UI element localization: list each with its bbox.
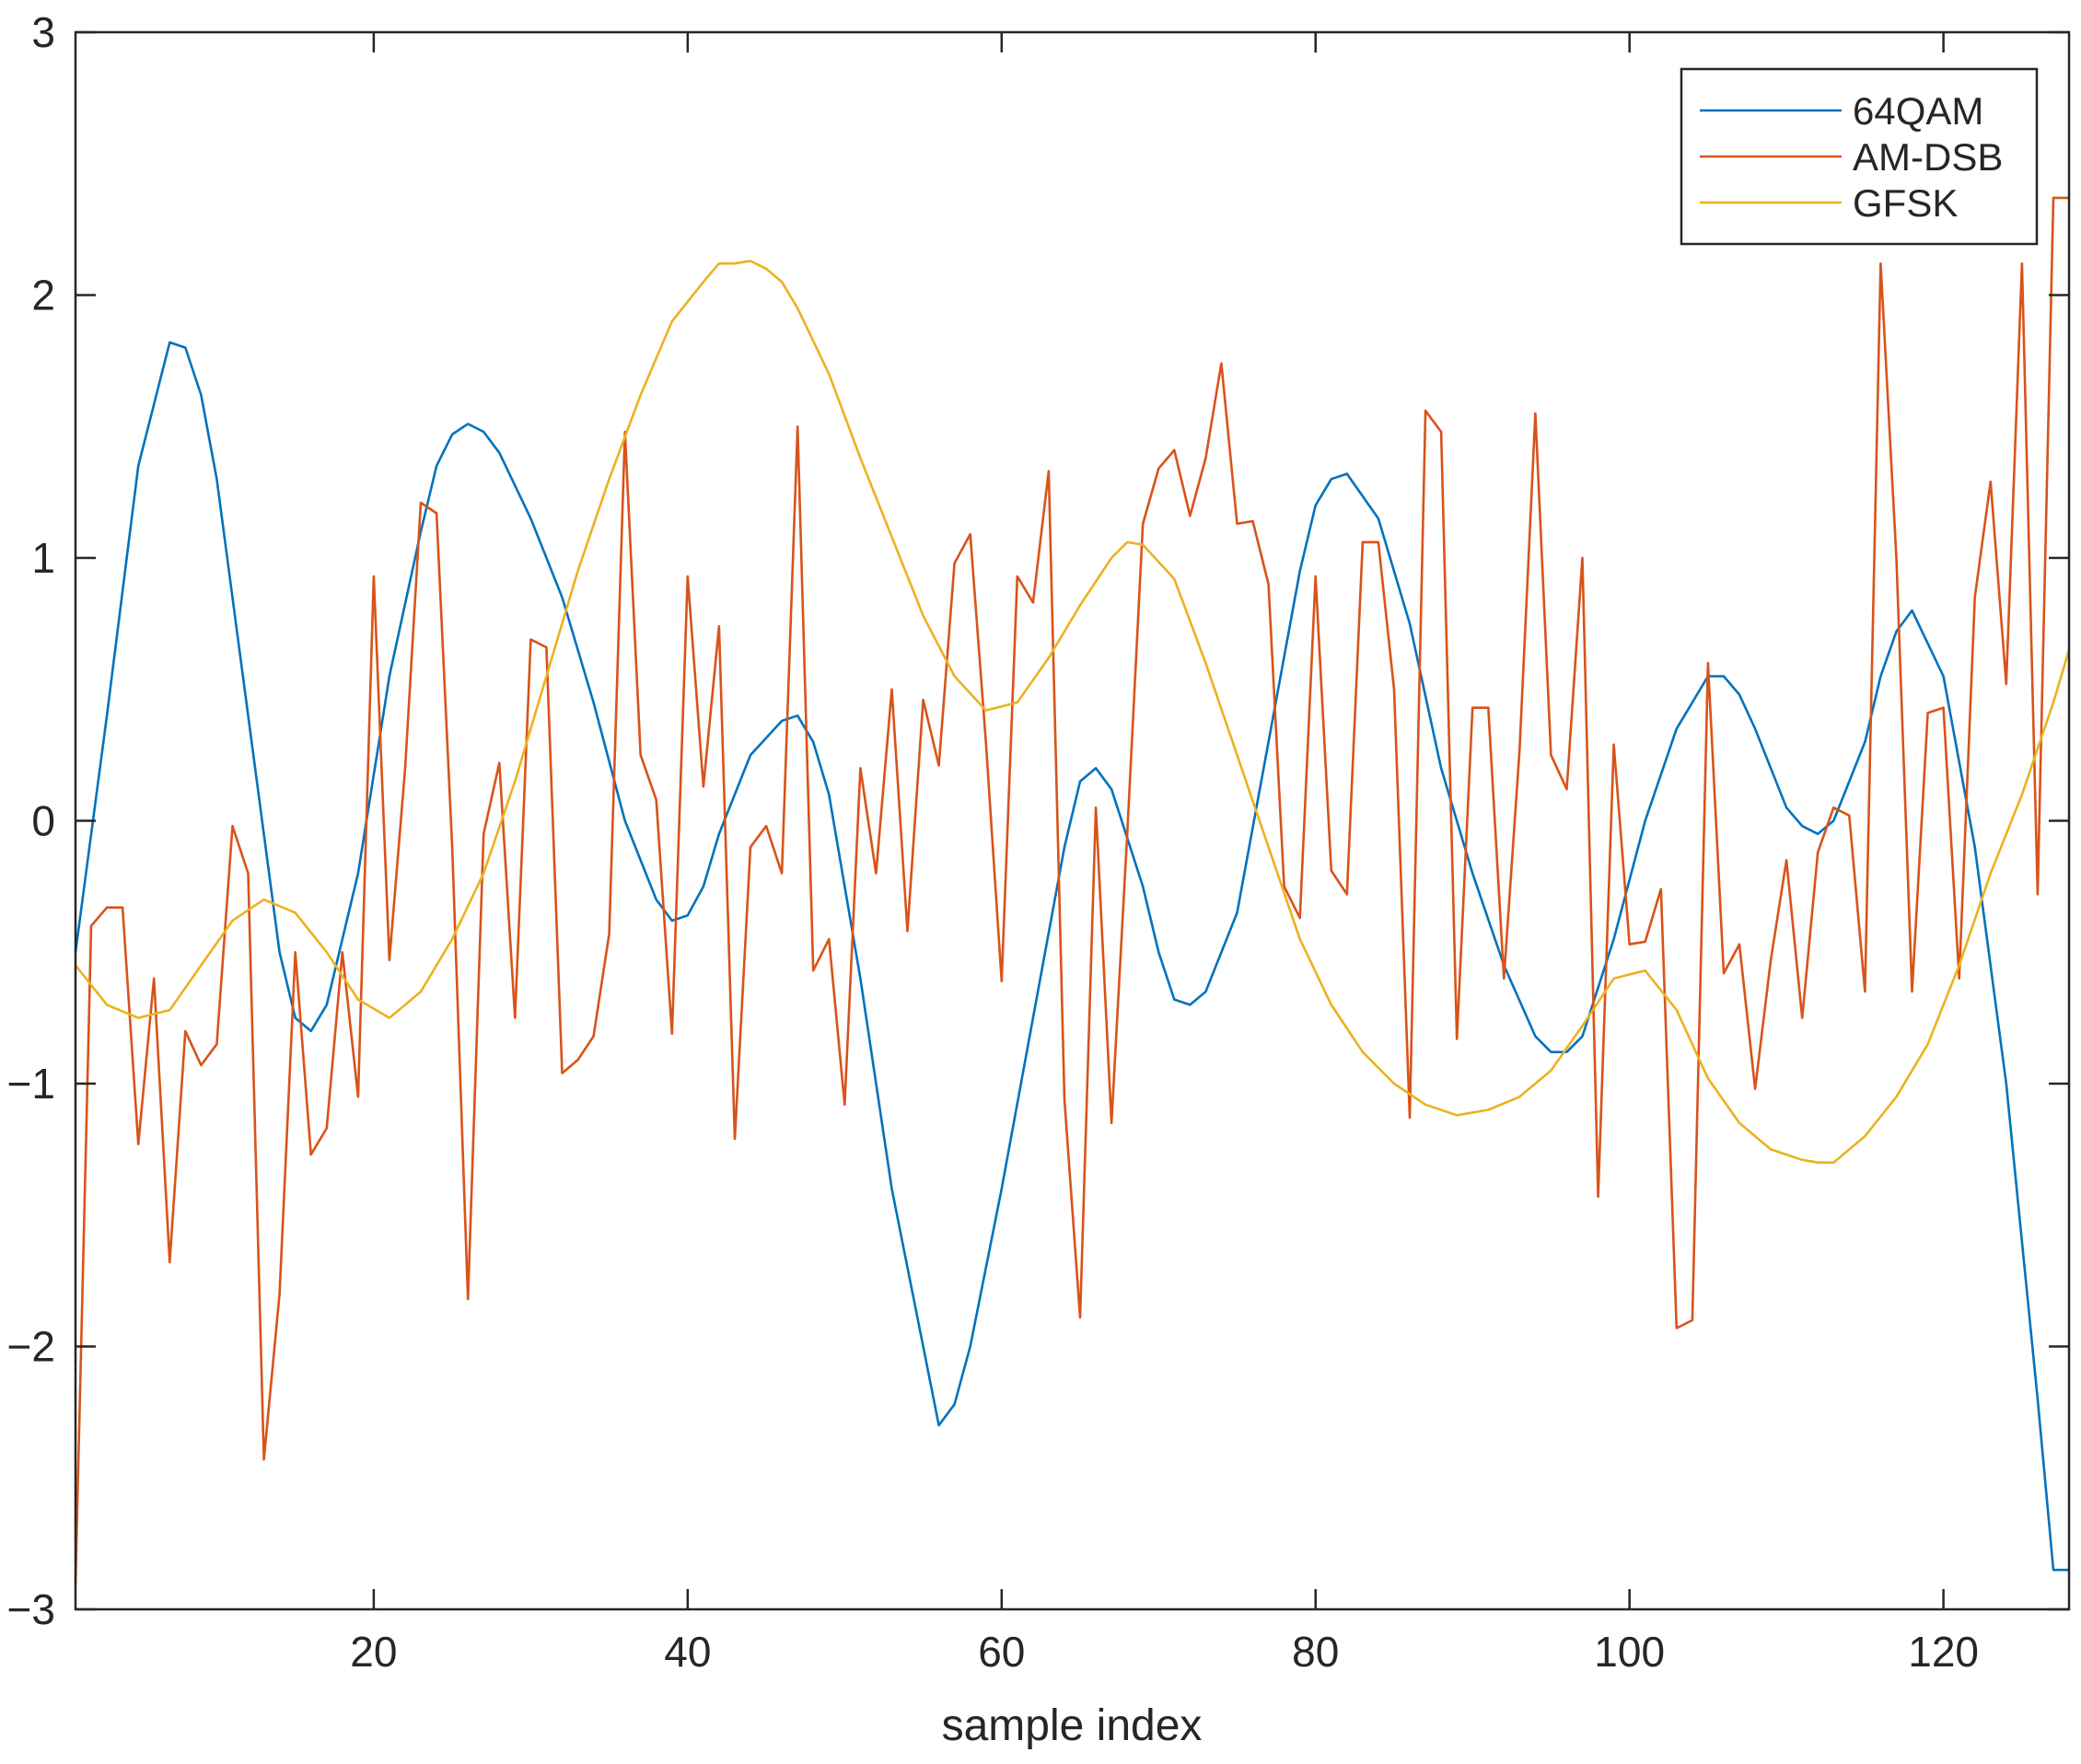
x-tick-label: 40 <box>664 1628 711 1676</box>
x-axis-title: sample index <box>942 1701 1203 1750</box>
legend-label: AM-DSB <box>1853 135 2003 179</box>
series-line-64qam <box>74 341 2069 1572</box>
x-tick-label: 20 <box>350 1628 397 1676</box>
legend-label: 64QAM <box>1853 89 1983 133</box>
x-tick-label: 80 <box>1292 1628 1339 1676</box>
series-line-gfsk <box>74 260 2071 1164</box>
series-line-am-dsb <box>74 196 2069 1584</box>
x-tick-label: 120 <box>1908 1628 1979 1676</box>
tick-layer: 20 40 60 80 100 120 −3 −2 −1 0 1 2 3 <box>7 8 2069 1676</box>
y-tick-label: −1 <box>7 1060 55 1108</box>
y-tick-label: −2 <box>7 1323 55 1371</box>
y-tick-label: 3 <box>31 8 55 56</box>
y-tick-label: 1 <box>31 534 55 582</box>
y-tick-label: −3 <box>7 1585 55 1633</box>
x-tick-label: 100 <box>1594 1628 1665 1676</box>
plot-area <box>76 32 2069 1609</box>
x-tick-label: 60 <box>978 1628 1025 1676</box>
series-layer <box>74 196 2071 1584</box>
y-tick-label: 2 <box>31 272 55 319</box>
y-tick-label: 0 <box>31 797 55 845</box>
legend-label: GFSK <box>1853 181 1958 225</box>
